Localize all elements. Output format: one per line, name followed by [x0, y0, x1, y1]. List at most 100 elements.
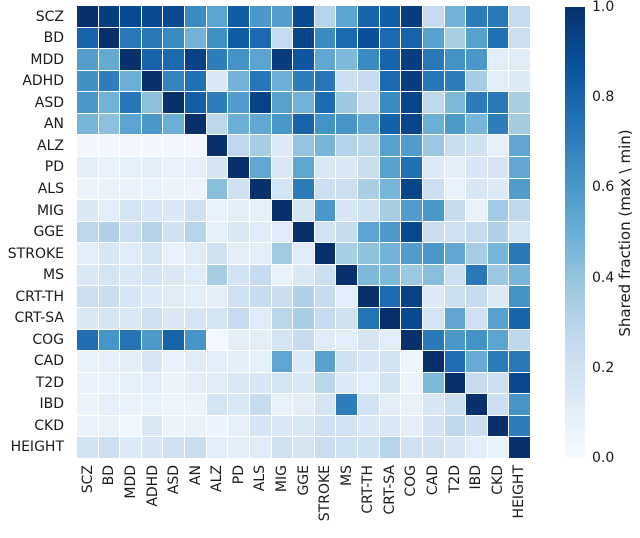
heatmap-cell — [206, 178, 228, 200]
heatmap-cell — [466, 286, 487, 307]
heatmap-cell — [444, 70, 466, 92]
y-tick-label: CRT-SA — [14, 310, 64, 327]
x-tick-label-text: BD — [101, 465, 118, 486]
y-tick-label: AN — [43, 116, 64, 133]
heatmap-cell — [141, 156, 163, 178]
heatmap-cell — [228, 307, 249, 329]
heatmap-cell — [336, 200, 358, 221]
heatmap-cell — [358, 6, 379, 27]
x-tick-label-text: CKD — [489, 465, 506, 495]
y-tick-label: ADHD — [22, 73, 64, 90]
heatmap-cell — [98, 286, 120, 307]
heatmap-cell — [228, 437, 249, 458]
heatmap-cell — [163, 394, 185, 415]
heatmap-cell — [141, 372, 163, 394]
heatmap-cell — [444, 92, 466, 113]
heatmap-cell — [336, 437, 358, 458]
heatmap-cell — [314, 178, 336, 200]
heatmap-cell — [466, 6, 487, 27]
heatmap-cell — [314, 286, 336, 307]
heatmap-cell — [466, 70, 487, 92]
heatmap-cell — [379, 329, 401, 351]
heatmap-cell — [314, 307, 336, 329]
heatmap-cell — [206, 394, 228, 415]
heatmap-cell — [271, 264, 293, 286]
heatmap-cell — [228, 264, 249, 286]
heatmap-cell — [120, 329, 141, 351]
x-tick-label: CAD — [422, 465, 444, 537]
heatmap-cell — [163, 437, 185, 458]
heatmap-cell — [98, 49, 120, 70]
heatmap-cell — [487, 49, 509, 70]
heatmap-cell — [422, 351, 444, 372]
heatmap-cell — [120, 6, 141, 27]
heatmap-cell — [509, 415, 530, 437]
heatmap-cell — [163, 27, 185, 49]
y-tick-label: GGE — [33, 224, 64, 241]
x-tick-label: HEIGHT — [509, 465, 531, 537]
heatmap-cell — [466, 351, 487, 372]
colorbar-tick-label: 0.6 — [592, 179, 615, 196]
heatmap-cell — [98, 437, 120, 458]
heatmap-cell — [163, 92, 185, 113]
heatmap-cell — [271, 70, 293, 92]
heatmap-cell — [336, 178, 358, 200]
heatmap-cell — [249, 415, 271, 437]
heatmap-cell — [487, 415, 509, 437]
heatmap-cell — [98, 156, 120, 178]
heatmap-cell — [466, 113, 487, 135]
heatmap-cell — [206, 6, 228, 27]
heatmap-cell — [77, 415, 98, 437]
heatmap-cell — [314, 221, 336, 243]
heatmap-cell — [141, 286, 163, 307]
heatmap-cell — [271, 156, 293, 178]
heatmap-cell — [141, 394, 163, 415]
heatmap-cell — [163, 113, 185, 135]
heatmap-cell — [509, 351, 530, 372]
heatmap-cell — [401, 6, 422, 27]
heatmap-cell — [249, 27, 271, 49]
heatmap-cell — [185, 264, 206, 286]
heatmap-cell — [249, 329, 271, 351]
colorbar-tick-label: 0.2 — [592, 359, 615, 376]
heatmap-cell — [141, 113, 163, 135]
heatmap-cell — [141, 264, 163, 286]
heatmap-cell — [163, 70, 185, 92]
heatmap-cell — [314, 6, 336, 27]
heatmap-cell — [206, 113, 228, 135]
heatmap-cell — [98, 113, 120, 135]
heatmap-cell — [466, 221, 487, 243]
heatmap-cell — [141, 221, 163, 243]
heatmap-cell — [77, 92, 98, 113]
heatmap-cell — [314, 243, 336, 264]
heatmap-cell — [487, 6, 509, 27]
heatmap-cell — [444, 113, 466, 135]
x-tick-label: MDD — [120, 465, 142, 537]
heatmap-cell — [379, 286, 401, 307]
heatmap-cell — [401, 27, 422, 49]
y-tick-label: MIG — [36, 202, 64, 219]
heatmap-cell — [358, 27, 379, 49]
heatmap-cell — [466, 264, 487, 286]
heatmap-cell — [509, 135, 530, 156]
heatmap-cell — [358, 286, 379, 307]
heatmap-cell — [444, 178, 466, 200]
heatmap-cell — [185, 372, 206, 394]
heatmap-cell — [228, 351, 249, 372]
heatmap-cell — [163, 135, 185, 156]
heatmap-cell — [336, 113, 358, 135]
heatmap-cell — [185, 437, 206, 458]
heatmap-cell — [422, 372, 444, 394]
heatmap-cell — [379, 437, 401, 458]
heatmap-cell — [163, 243, 185, 264]
heatmap-cell — [509, 394, 530, 415]
heatmap-cell — [163, 351, 185, 372]
heatmap-cell — [249, 200, 271, 221]
heatmap-cell — [77, 307, 98, 329]
heatmap-cell — [228, 156, 249, 178]
heatmap-cell — [293, 394, 314, 415]
heatmap-cell — [466, 156, 487, 178]
heatmap-cell — [77, 329, 98, 351]
heatmap-cell — [379, 372, 401, 394]
